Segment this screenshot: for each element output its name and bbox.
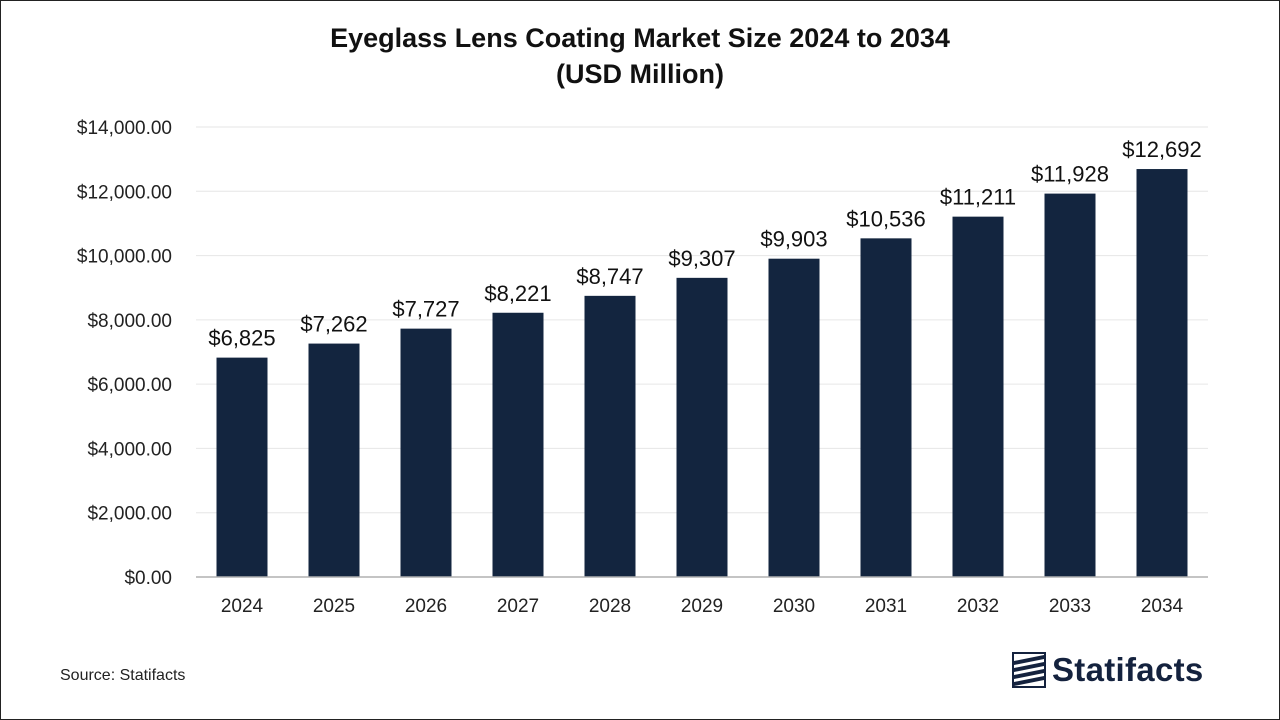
bar	[216, 357, 268, 577]
bar-value-label: $7,262	[300, 312, 367, 337]
x-tick-label: 2024	[221, 596, 264, 617]
y-tick-label: $8,000.00	[87, 311, 172, 332]
bar-value-label: $12,692	[1122, 137, 1202, 162]
chart-title-line-1: Eyeglass Lens Coating Market Size 2024 t…	[330, 23, 950, 53]
y-tick-label: $2,000.00	[87, 504, 172, 525]
y-tick-label: $12,000.00	[77, 182, 172, 203]
y-tick-label: $10,000.00	[77, 247, 172, 268]
x-tick-label: 2025	[313, 596, 355, 617]
bar-value-label: $11,211	[940, 185, 1016, 210]
bar	[308, 343, 360, 577]
bar	[400, 328, 452, 577]
bar	[860, 238, 912, 578]
bar	[492, 312, 544, 577]
chart-title: Eyeglass Lens Coating Market Size 2024 t…	[0, 20, 1280, 92]
x-tick-label: 2033	[1049, 596, 1091, 617]
y-tick-label: $6,000.00	[87, 375, 172, 396]
bar	[768, 258, 820, 577]
bar-value-label: $7,727	[392, 297, 459, 322]
bar	[584, 295, 636, 577]
bar-value-label: $11,928	[1031, 162, 1109, 187]
statifacts-logo: Statifacts	[1012, 650, 1204, 690]
x-tick-label: 2032	[957, 596, 999, 617]
source-note: Source: Statifacts	[60, 667, 186, 684]
bar-value-label: $9,307	[668, 246, 735, 271]
y-tick-label: $14,000.00	[77, 118, 172, 139]
x-tick-label: 2030	[773, 596, 815, 617]
bar-value-label: $8,747	[576, 264, 643, 289]
x-tick-label: 2031	[865, 596, 907, 617]
bar-value-label: $8,221	[484, 281, 551, 306]
chart-title-line-2: (USD Million)	[556, 59, 724, 89]
bar-value-label: $6,825	[208, 326, 275, 351]
bar	[676, 277, 728, 577]
bar	[952, 216, 1004, 577]
bar	[1044, 193, 1096, 577]
x-tick-label: 2026	[405, 596, 447, 617]
bar	[1136, 169, 1188, 578]
y-tick-label: $4,000.00	[87, 439, 172, 460]
x-tick-label: 2027	[497, 596, 539, 617]
y-tick-label: $0.00	[124, 568, 172, 589]
bar-value-label: $10,536	[846, 206, 926, 231]
bar-value-label: $9,903	[760, 227, 827, 252]
x-tick-label: 2028	[589, 596, 631, 617]
logo-text: Statifacts	[1052, 651, 1204, 688]
statifacts-logo-icon	[1012, 652, 1046, 688]
x-tick-label: 2034	[1141, 596, 1184, 617]
x-tick-label: 2029	[681, 596, 723, 617]
